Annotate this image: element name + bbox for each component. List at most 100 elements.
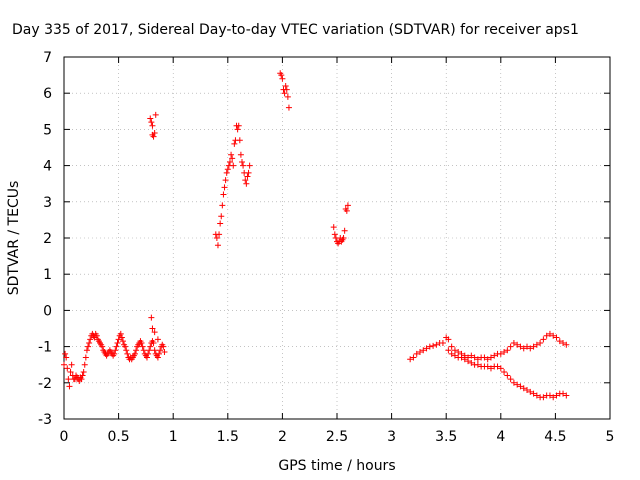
data-point	[222, 177, 229, 184]
data-point	[61, 361, 67, 368]
data-point	[448, 350, 455, 357]
data-point	[224, 166, 231, 173]
data-point	[341, 227, 348, 234]
x-tick-label: 2.5	[326, 429, 348, 445]
x-tick-label: 3.5	[435, 429, 457, 445]
data-point	[112, 347, 119, 354]
data-point	[80, 368, 87, 375]
data-point	[282, 82, 289, 89]
y-tick-label: -1	[38, 340, 52, 356]
data-point	[546, 392, 553, 399]
data-point	[430, 342, 437, 349]
data-point	[530, 343, 537, 350]
data-point	[527, 388, 534, 395]
data-point	[481, 354, 488, 361]
data-point	[160, 343, 167, 350]
data-point	[524, 387, 531, 394]
x-tick-label: 0.5	[107, 429, 129, 445]
data-point	[451, 347, 458, 354]
data-point	[111, 350, 118, 357]
data-point	[504, 347, 511, 354]
data-point	[213, 235, 220, 241]
data-point	[331, 231, 338, 238]
data-point	[550, 332, 557, 339]
y-tick-label: -3	[38, 412, 52, 428]
data-point	[147, 115, 154, 122]
data-point	[148, 119, 155, 126]
data-point	[231, 140, 238, 147]
y-tick-label: 3	[43, 195, 52, 211]
y-tick-label: 6	[43, 86, 52, 102]
data-point	[550, 394, 557, 401]
data-point	[147, 343, 154, 350]
axis-ticks	[63, 56, 611, 420]
data-point	[244, 173, 251, 180]
data-point	[497, 350, 504, 357]
data-point	[81, 361, 88, 368]
data-point	[154, 354, 161, 361]
data-point	[448, 343, 455, 350]
data-point	[556, 338, 563, 345]
data-point	[226, 158, 233, 165]
data-point	[344, 202, 351, 209]
data-point	[514, 341, 521, 348]
x-tick-label: 4	[496, 429, 505, 445]
data-point	[245, 169, 252, 176]
y-tick-label: 5	[43, 122, 52, 138]
data-point	[520, 345, 527, 352]
data-point	[151, 130, 158, 137]
data-point	[474, 361, 481, 368]
data-point	[148, 314, 155, 321]
data-point	[157, 347, 164, 354]
data-point	[131, 350, 138, 357]
data-point	[68, 361, 75, 368]
data-point	[494, 363, 501, 370]
y-tick-label: 2	[43, 231, 52, 247]
data-point	[133, 347, 140, 354]
data-point	[240, 162, 247, 169]
x-axis-tick-labels: 0 0.5 1 1.5 2 2.5 3 3.5 4 4.5 5	[60, 429, 615, 445]
data-point	[458, 350, 465, 357]
data-point	[140, 347, 147, 354]
data-point	[468, 359, 475, 366]
data-point	[530, 390, 537, 397]
chart-title: Day 335 of 2017, Sidereal Day-to-day VTE…	[12, 22, 579, 38]
data-point	[501, 368, 508, 375]
data-point	[150, 133, 157, 140]
data-point	[122, 343, 129, 350]
data-point	[67, 368, 74, 375]
data-point	[85, 343, 92, 350]
data-point	[484, 363, 491, 370]
data-point	[237, 151, 244, 158]
data-point	[461, 352, 468, 359]
data-point	[563, 392, 570, 399]
data-point	[79, 372, 86, 379]
y-tick-label: 7	[43, 50, 52, 66]
data-point	[465, 354, 472, 361]
data-point	[343, 207, 350, 214]
data-point	[416, 349, 423, 356]
data-point	[540, 336, 547, 343]
data-point	[543, 332, 550, 339]
data-point	[236, 137, 243, 144]
data-point	[527, 345, 534, 352]
data-point	[540, 394, 547, 401]
data-point	[223, 169, 230, 176]
data-point	[221, 184, 228, 191]
y-tick-label: 1	[43, 267, 52, 283]
data-point	[154, 336, 161, 343]
data-point	[330, 224, 337, 231]
data-point	[546, 330, 553, 337]
data-point	[514, 381, 521, 388]
data-point	[66, 383, 73, 390]
data-point	[99, 343, 106, 350]
data-point	[445, 347, 452, 354]
data-point	[114, 339, 121, 346]
x-tick-label: 3	[387, 429, 396, 445]
data-point	[235, 122, 242, 129]
data-point	[220, 191, 227, 198]
data-point	[474, 356, 481, 363]
data-point	[138, 339, 145, 346]
data-point	[216, 231, 223, 238]
